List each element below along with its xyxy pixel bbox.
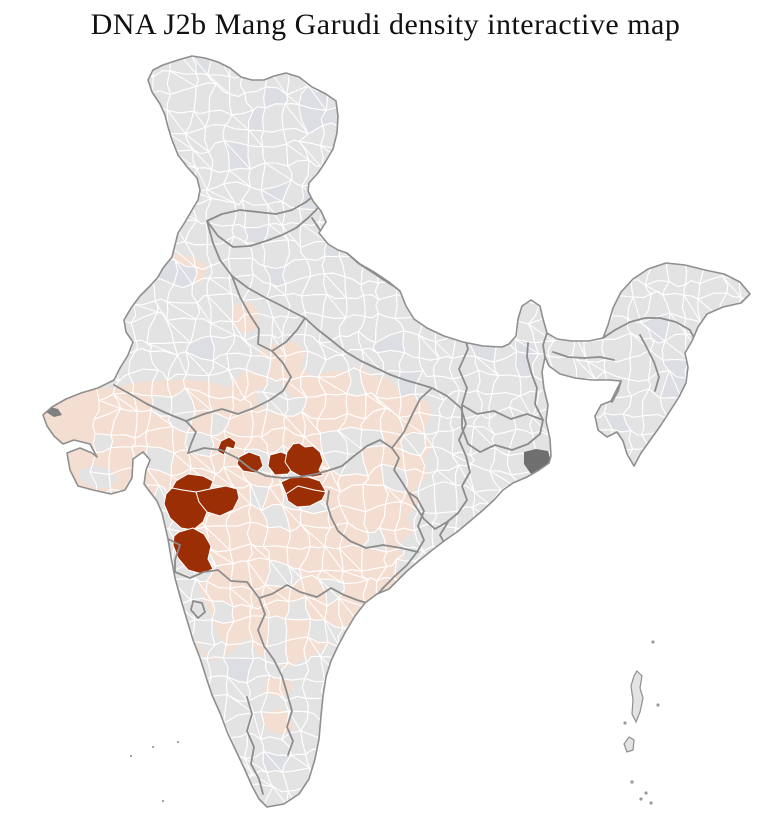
- map-layers: [43, 56, 750, 807]
- high-density-district[interactable]: [284, 442, 324, 478]
- india-outline: [42, 55, 751, 808]
- state-borders: [113, 191, 696, 795]
- high-density-district[interactable]: [285, 485, 327, 508]
- andaman-nicobar-islands: [623, 640, 660, 805]
- no-data-region: [80, 465, 118, 488]
- page-title: DNA J2b Mang Garudi density interactive …: [90, 8, 681, 41]
- low-density-region[interactable]: [264, 676, 292, 697]
- high-density-district[interactable]: [236, 451, 264, 474]
- lakshadweep-islands: [129, 740, 180, 803]
- low-density-region[interactable]: [43, 341, 431, 667]
- low-density-region[interactable]: [262, 709, 293, 735]
- high-density-district[interactable]: [163, 487, 208, 531]
